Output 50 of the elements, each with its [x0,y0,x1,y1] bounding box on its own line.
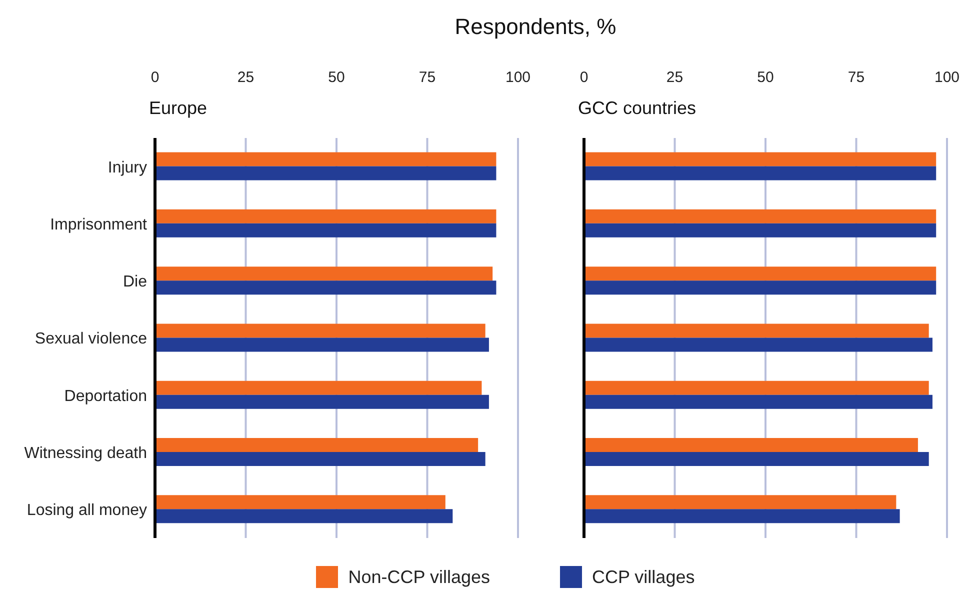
bar [155,338,489,352]
legend-label: CCP villages [591,566,695,588]
bar [584,266,936,281]
bar [584,166,936,180]
bar [584,209,936,224]
chart-title: Europe [149,98,208,119]
bar [155,280,496,295]
bar [584,324,929,338]
x-tick-label: 75 [418,69,436,86]
bar [155,452,486,466]
bar [584,438,918,452]
y-tick-label: Injury [108,159,147,176]
chart-title: GCC countries [578,98,696,119]
x-tick-label: 0 [580,69,588,86]
bar [155,509,453,524]
x-tick-label: 25 [666,69,684,86]
y-tick-label: Imprisonment [50,216,148,234]
x-tick-label: 25 [237,69,254,86]
bar [584,452,929,466]
bar [155,223,496,238]
y-tick-label: Die [122,274,148,291]
bar [155,209,496,224]
bar [584,338,932,352]
y-tick-label: Losing all money [26,502,147,520]
bar [584,380,929,395]
bar [155,438,478,452]
bar [155,324,486,338]
legend-label: Non-CCP villages [347,566,490,588]
bar [155,152,496,166]
bar [584,280,936,295]
y-tick-label: Witnessing death [24,444,147,462]
bar [584,495,896,510]
bar [155,495,446,510]
y-tick-label: Sexual violence [34,330,148,348]
bar [155,166,496,180]
x-tick-label: 100 [505,69,531,86]
x-tick-label: 75 [848,69,865,86]
bar [584,223,936,238]
bar [155,380,482,395]
bar [584,394,932,409]
x-tick-label: 50 [328,69,345,86]
x-axis-title: Respondents, % [454,13,618,41]
bar [584,152,936,166]
y-tick-label: Deportation [64,388,147,405]
x-tick-label: 50 [757,69,774,86]
bar [155,394,489,409]
bar [584,509,900,524]
x-tick-label: 0 [150,69,160,86]
x-tick-label: 100 [934,69,960,86]
bar [155,266,493,281]
